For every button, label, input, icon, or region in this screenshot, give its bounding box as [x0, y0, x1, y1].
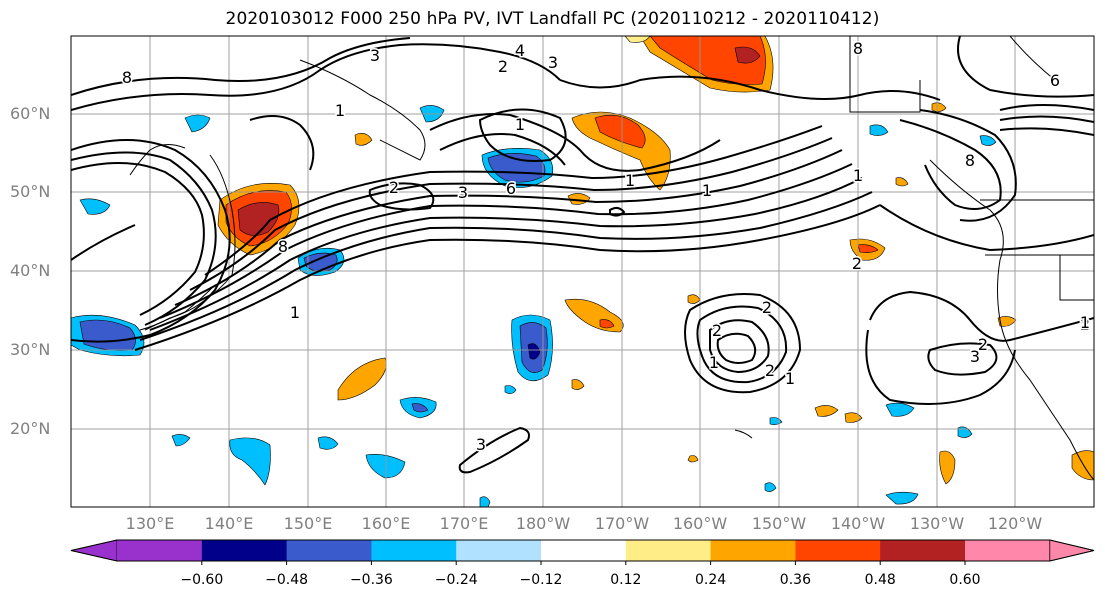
contour-label: 1 [785, 369, 795, 388]
contour-label: 3 [970, 347, 980, 366]
contour-label: 4 [515, 41, 525, 60]
longitude-label: 170°W [594, 514, 650, 533]
colorbar-tick-label: −0.60 [180, 572, 224, 588]
coastlines [129, 36, 1094, 481]
colorbar-tick-label: 0.24 [695, 572, 727, 588]
longitude-label: 140°E [204, 514, 254, 533]
colorbar-segment [371, 540, 457, 561]
contour-label: 2 [762, 298, 772, 317]
longitude-label: 120°W [987, 514, 1043, 533]
colorbar-segment [286, 540, 372, 561]
latitude-label: 30°N [10, 340, 51, 359]
contour-label: 2 [389, 178, 399, 197]
contour-label: 8 [965, 151, 975, 170]
colorbar-segment [117, 540, 203, 561]
contour-label: 8 [853, 39, 863, 58]
longitude-label: 150°W [751, 514, 807, 533]
longitude-label: 160°W [672, 514, 728, 533]
colorbar-tick-label: 0.12 [610, 572, 642, 588]
colorbar-segment [625, 540, 712, 561]
contour-label: 1 [290, 303, 300, 322]
contour-label: 2 [852, 254, 862, 273]
longitude-label: 130°W [909, 514, 965, 533]
contour-label: 3 [458, 183, 468, 202]
contour-label: 1 [702, 181, 712, 200]
longitude-label: 140°W [830, 514, 886, 533]
contour-label: 2 [1080, 315, 1090, 334]
colorbar-segment [880, 540, 966, 561]
pv-anomaly-shading [71, 36, 1094, 507]
longitude-label: 170°E [439, 514, 489, 533]
colorbar-segment [456, 540, 542, 561]
contour-label: 2 [978, 335, 988, 354]
colorbar-tick-label: 0.36 [779, 572, 811, 588]
colorbar-segment [965, 540, 1051, 561]
contour-label: 1 [625, 171, 635, 190]
latitude-label: 60°N [10, 104, 51, 123]
contour-label: 8 [122, 68, 132, 87]
colorbar-tick-label: −0.36 [349, 572, 393, 588]
colorbar [70, 539, 1095, 565]
contour-label: 2 [765, 361, 775, 380]
colorbar-segment [201, 540, 288, 561]
colorbar-outline [70, 539, 1095, 562]
colorbar-min-extend [70, 539, 118, 562]
contour-label: 1 [335, 101, 345, 120]
contour-label: 3 [476, 435, 486, 454]
map-frame [70, 35, 1095, 508]
colorbar-segment [710, 540, 796, 561]
map-title: 2020103012 F000 250 hPa PV, IVT Landfall… [225, 9, 880, 29]
colorbar-tick-label: −0.24 [434, 572, 478, 588]
contour-label: 6 [506, 179, 516, 198]
colorbar-tick-label: 0.60 [949, 572, 981, 588]
contour-label: 3 [370, 46, 380, 65]
latitude-label: 20°N [10, 419, 51, 438]
contour-label: 1 [853, 166, 863, 185]
contour-label: 2 [498, 57, 508, 76]
colorbar-tick-label: −0.12 [519, 572, 563, 588]
contour-label: 1 [1080, 313, 1090, 332]
contour-label: 3 [548, 53, 558, 72]
latitude-label: 50°N [10, 182, 51, 201]
colorbar-max-extend [1049, 539, 1095, 562]
contour-label: 2 [712, 321, 722, 340]
graticule [71, 36, 1094, 507]
contour-label: 6 [1050, 71, 1060, 90]
longitude-label: 150°E [283, 514, 333, 533]
contour-label: 8 [278, 237, 288, 256]
longitude-label: 180°W [515, 514, 571, 533]
longitude-label: 130°E [125, 514, 175, 533]
ivt-contours [71, 36, 1094, 474]
contour-label: 1 [709, 353, 719, 372]
colorbar-tick-label: −0.48 [265, 572, 309, 588]
colorbar-segment [541, 540, 627, 561]
contour-label: 1 [515, 115, 525, 134]
colorbar-tick-label: 0.48 [864, 572, 896, 588]
colorbar-segment [795, 540, 881, 561]
latitude-label: 40°N [10, 261, 51, 280]
longitude-label: 160°E [361, 514, 411, 533]
